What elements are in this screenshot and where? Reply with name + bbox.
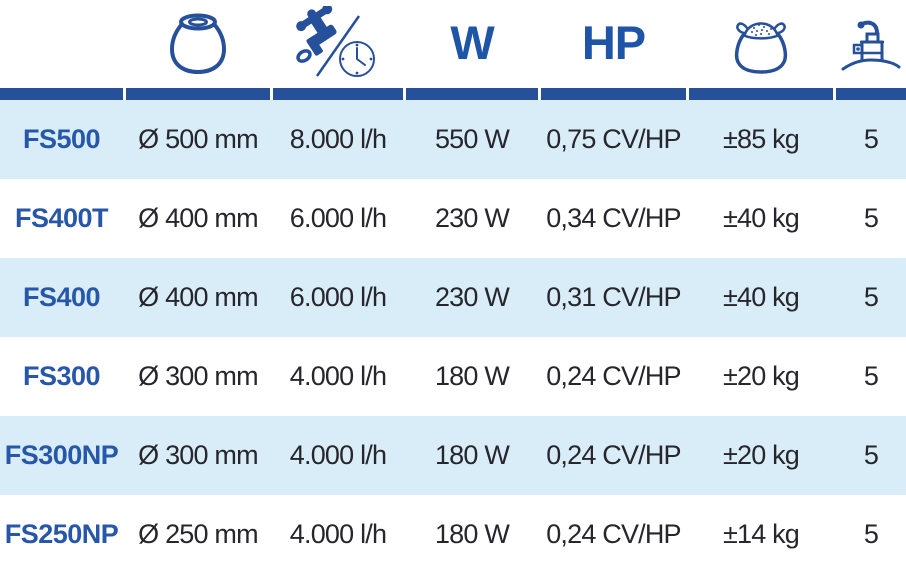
hp-cell: 0,24 CV/HP	[546, 519, 681, 549]
diameter-cell: Ø 250 mm	[138, 519, 258, 549]
sand-bag-icon	[689, 0, 833, 88]
divider-segment	[541, 88, 686, 100]
model-cell: FS500	[22, 124, 101, 154]
flow-cell: 4.000 l/h	[289, 519, 387, 549]
flow-cell: 6.000 l/h	[289, 282, 387, 312]
divider-segment	[273, 88, 403, 100]
model-cell: FS400	[22, 282, 101, 312]
table-row-fs300: FS300 Ø 300 mm 4.000 l/h 180 W 0,24 CV/H…	[0, 337, 906, 416]
power-cell: 550 W	[434, 124, 510, 154]
table-row-fs400: FS400 Ø 400 mm 6.000 l/h 230 W 0,31 CV/H…	[0, 258, 906, 337]
tap-flow-clock-icon	[273, 0, 403, 88]
flow-cell: 6.000 l/h	[289, 203, 387, 233]
valve-positions-cell: 5	[863, 440, 879, 470]
diameter-cell: Ø 300 mm	[138, 361, 258, 391]
table-header: W HP	[0, 0, 906, 88]
filter-tank-icon	[126, 0, 270, 88]
sand-load-cell: ±40 kg	[722, 282, 800, 312]
divider-segment	[126, 88, 270, 100]
table-row-fs300np: FS300NP Ø 300 mm 4.000 l/h 180 W 0,24 CV…	[0, 416, 906, 495]
diameter-cell: Ø 400 mm	[138, 203, 258, 233]
diameter-cell: Ø 400 mm	[138, 282, 258, 312]
model-cell: FS300NP	[4, 440, 119, 470]
table-row-fs250np: FS250NP Ø 250 mm 4.000 l/h 180 W 0,24 CV…	[0, 495, 906, 574]
divider-segment	[689, 88, 833, 100]
power-cell: 230 W	[434, 282, 510, 312]
model-cell: FS400T	[14, 203, 109, 233]
sand-load-cell: ±40 kg	[722, 203, 800, 233]
valve-positions-cell: 5	[863, 361, 879, 391]
sand-load-cell: ±20 kg	[722, 361, 800, 391]
valve-positions-cell: 5	[863, 124, 879, 154]
power-cell: 230 W	[434, 203, 510, 233]
header-power-label: W	[450, 15, 494, 69]
power-cell: 180 W	[434, 361, 510, 391]
selector-valve-icon	[836, 0, 906, 88]
diameter-cell: Ø 500 mm	[138, 124, 258, 154]
valve-positions-cell: 5	[863, 519, 879, 549]
model-cell: FS250NP	[4, 519, 119, 549]
divider-segment	[0, 88, 123, 100]
valve-positions-cell: 5	[863, 282, 879, 312]
header-divider-bar	[0, 88, 906, 100]
hp-cell: 0,34 CV/HP	[546, 203, 681, 233]
sand-load-cell: ±85 kg	[722, 124, 800, 154]
hp-cell: 0,75 CV/HP	[546, 124, 681, 154]
header-model-blank	[0, 0, 123, 88]
power-cell: 180 W	[434, 440, 510, 470]
diameter-cell: Ø 300 mm	[138, 440, 258, 470]
table-row-fs500: FS500 Ø 500 mm 8.000 l/h 550 W 0,75 CV/H…	[0, 100, 906, 179]
hp-cell: 0,24 CV/HP	[546, 361, 681, 391]
flow-cell: 4.000 l/h	[289, 361, 387, 391]
flow-cell: 8.000 l/h	[289, 124, 387, 154]
sand-load-cell: ±14 kg	[722, 519, 800, 549]
flow-cell: 4.000 l/h	[289, 440, 387, 470]
header-hp-label: HP	[581, 15, 646, 69]
sand-load-cell: ±20 kg	[722, 440, 800, 470]
hp-cell: 0,24 CV/HP	[546, 440, 681, 470]
model-cell: FS300	[22, 361, 101, 391]
valve-positions-cell: 5	[863, 203, 879, 233]
power-cell: 180 W	[434, 519, 510, 549]
divider-segment	[406, 88, 538, 100]
hp-cell: 0,31 CV/HP	[546, 282, 681, 312]
divider-segment	[836, 88, 906, 100]
table-row-fs400t: FS400T Ø 400 mm 6.000 l/h 230 W 0,34 CV/…	[0, 179, 906, 258]
